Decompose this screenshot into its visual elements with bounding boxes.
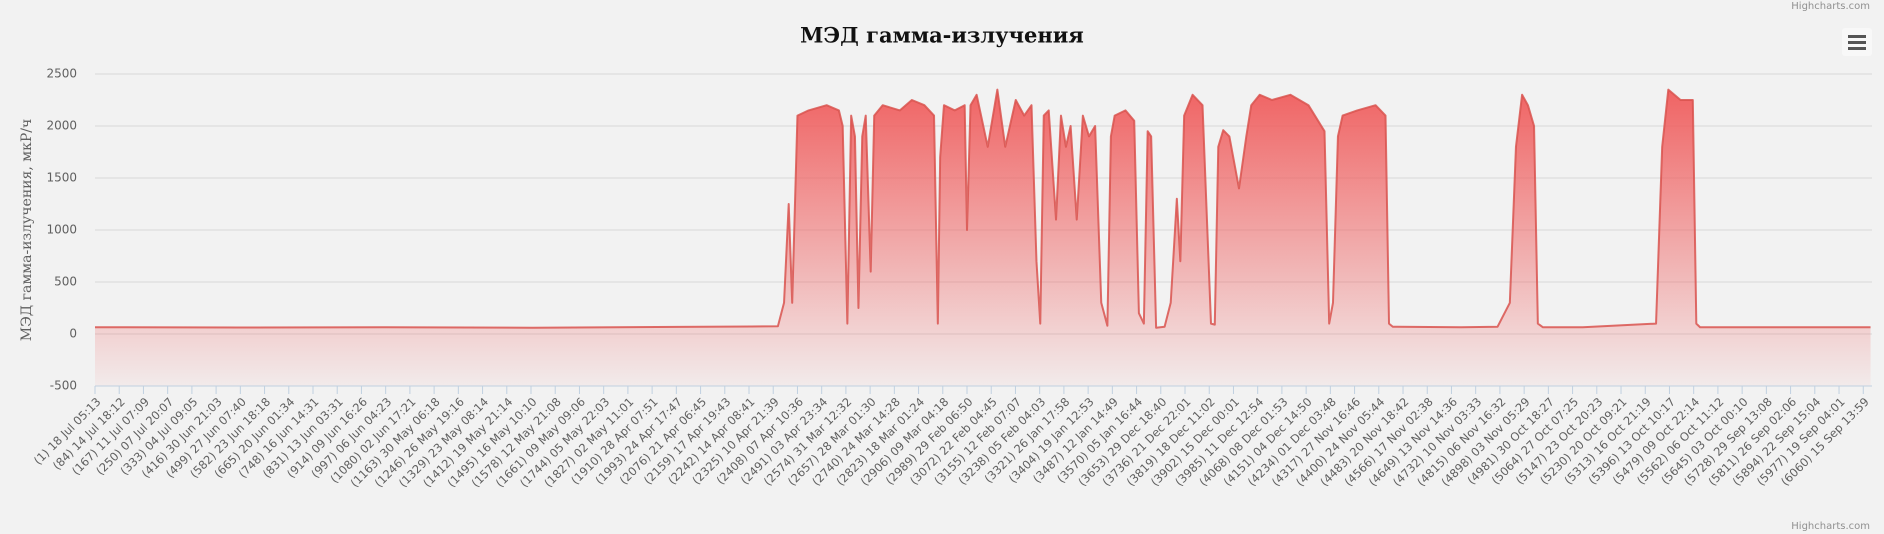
y-tick-label: 1500 — [46, 171, 77, 185]
menu-button[interactable] — [1842, 28, 1872, 56]
menu-icon — [1848, 47, 1866, 50]
y-tick-label: 0 — [69, 327, 77, 341]
menu-icon — [1848, 41, 1866, 44]
y-tick-label: 500 — [54, 275, 77, 289]
y-tick-label: 2500 — [46, 67, 77, 81]
y-tick-label: 1000 — [46, 223, 77, 237]
credits: Highcharts.com — [1791, 1, 1870, 12]
menu-icon — [1848, 35, 1866, 38]
y-tick-label: 2000 — [46, 119, 77, 133]
area-line — [94, 88, 1871, 329]
chart-title: МЭД гамма-излучения — [800, 23, 1084, 48]
y-tick-label: -500 — [50, 379, 77, 393]
credits: Highcharts.com — [1791, 521, 1870, 532]
area-fill — [95, 89, 1871, 386]
y-axis-title: МЭД гамма-излучения, мкР/ч — [19, 119, 35, 341]
